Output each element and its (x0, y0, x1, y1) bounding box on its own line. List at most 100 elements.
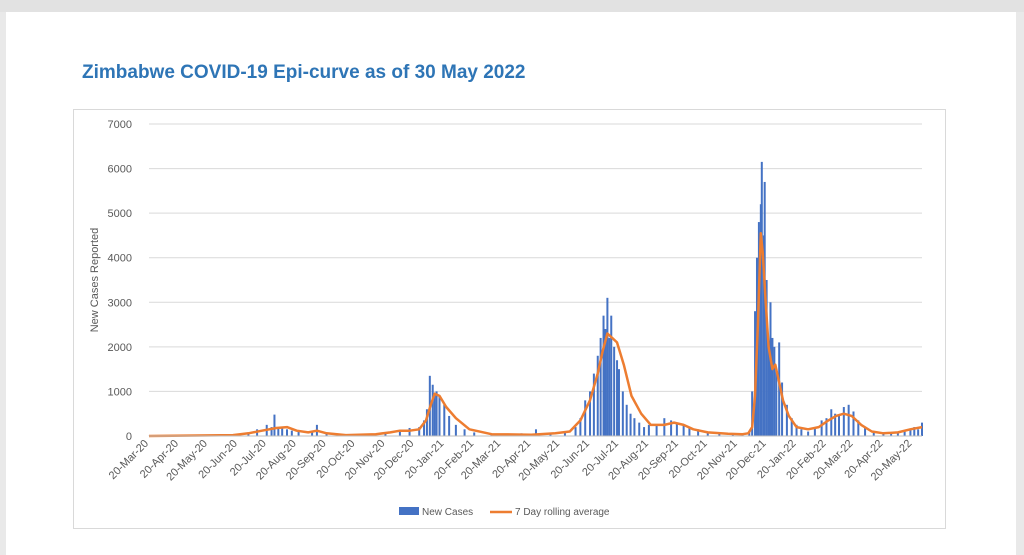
bar (273, 414, 276, 436)
chart-title: Zimbabwe COVID-19 Epi-curve as of 30 May… (82, 62, 526, 83)
bars-new-cases (148, 161, 923, 436)
bar (697, 429, 700, 436)
bar (606, 297, 609, 436)
bar (534, 429, 537, 436)
bar (384, 433, 387, 436)
bar (425, 409, 428, 436)
bar (760, 161, 763, 436)
bar (775, 369, 778, 436)
bar (903, 431, 906, 436)
bar (574, 427, 577, 436)
bar (890, 433, 893, 436)
bar (270, 427, 273, 436)
bar (596, 355, 599, 436)
bar (599, 337, 602, 436)
bar (423, 420, 426, 436)
bar (718, 433, 721, 436)
bar (800, 429, 803, 436)
bar (643, 427, 646, 436)
bar (682, 424, 685, 436)
bar (790, 418, 793, 436)
bar (688, 427, 691, 436)
x-axis-ticks: 20-Mar-2020-Apr-2020-May-2020-Jun-2020-J… (107, 438, 915, 484)
bar (917, 429, 920, 436)
bar (435, 391, 438, 436)
bar (864, 427, 867, 436)
legend: New Cases 7 Day rolling average (399, 507, 610, 518)
bar (670, 420, 673, 436)
bar (589, 391, 592, 436)
bar (286, 429, 289, 436)
bar (842, 407, 845, 436)
bar (616, 360, 619, 436)
bar (629, 413, 632, 436)
gridlines (149, 123, 922, 392)
bar (795, 424, 798, 436)
bar (909, 429, 912, 436)
bar (592, 373, 595, 436)
bar (625, 404, 628, 436)
y-tick-label: 1000 (108, 386, 132, 398)
bar (773, 346, 776, 436)
epi-curve-chart: 0 1000 2000 3000 4000 5000 6000 7000 20-Mar-202… (89, 119, 923, 518)
bar (763, 181, 766, 436)
bar (834, 413, 837, 436)
bar (781, 382, 784, 436)
legend-new-cases-swatch (399, 507, 419, 515)
bar (463, 429, 466, 436)
bar (297, 431, 300, 436)
bar (647, 424, 650, 436)
bar (838, 415, 841, 436)
bar (433, 393, 436, 436)
bar (857, 420, 860, 436)
bar (454, 424, 457, 436)
bar (655, 424, 658, 436)
bar (807, 431, 810, 436)
bar (872, 431, 875, 436)
bar (579, 418, 582, 436)
bar (443, 404, 446, 436)
bar (921, 422, 923, 436)
bar (613, 346, 616, 436)
bar (847, 404, 850, 436)
y-tick-label: 6000 (108, 164, 132, 176)
bar (408, 427, 411, 436)
bar (633, 418, 636, 436)
bar (778, 342, 781, 436)
bar (398, 430, 401, 436)
bar (277, 427, 280, 436)
y-tick-label: 5000 (108, 208, 132, 220)
bar (584, 400, 587, 436)
bar (602, 315, 605, 436)
bar (604, 329, 607, 436)
y-axis-ticks: 0 1000 2000 3000 4000 5000 6000 7000 (108, 119, 132, 443)
y-tick-label: 7000 (108, 119, 132, 131)
bar (563, 432, 566, 436)
bar (311, 432, 314, 436)
bar (913, 427, 916, 436)
bar (431, 384, 434, 436)
legend-rolling-average-label: 7 Day rolling average (515, 507, 610, 518)
y-axis-label: New Cases Reported (89, 228, 101, 333)
bar (706, 431, 709, 436)
chart-frame: 0 1000 2000 3000 4000 5000 6000 7000 20-Mar-20 2… (73, 109, 946, 529)
bar (896, 432, 899, 436)
bar (785, 404, 788, 436)
bar (290, 430, 293, 436)
bar (281, 427, 284, 436)
bar (638, 422, 641, 436)
bar (852, 411, 855, 436)
bar (325, 433, 328, 436)
bar (825, 418, 828, 436)
y-tick-label: 0 (126, 431, 132, 443)
bar (830, 409, 833, 436)
top-band (0, 0, 1024, 12)
bar (820, 420, 823, 436)
bar (608, 337, 611, 436)
bar (769, 302, 772, 436)
line-rolling-average (148, 231, 923, 438)
bar (663, 418, 666, 436)
y-tick-label: 2000 (108, 342, 132, 354)
y-tick-label: 4000 (108, 253, 132, 265)
bar (473, 432, 476, 436)
